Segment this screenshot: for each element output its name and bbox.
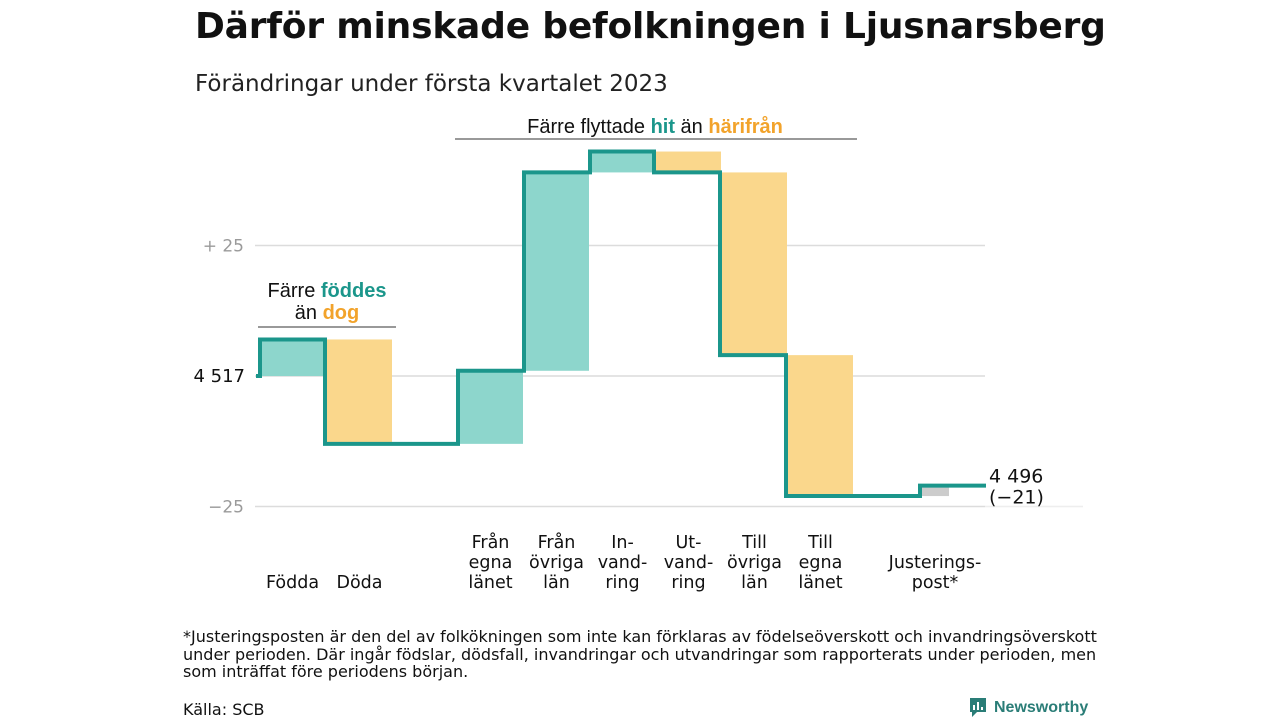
end-value-label: 4 496 (989, 466, 1043, 488)
waterfall-chart: + 25 −25 4 517 4 496(−21) Födda Döda Från egna l… (193, 115, 1083, 593)
y-tick-label: −25 (208, 498, 244, 518)
x-category-label-1: Födda (266, 573, 319, 593)
source-note: Källa: SCB (183, 700, 265, 719)
annotation-births-line-2: än dog (295, 302, 359, 324)
bar-6 (656, 151, 721, 173)
annotation-births-line-1: Färre föddes (268, 280, 387, 302)
newsworthy-logo[interactable]: Newsworthy (968, 697, 1088, 719)
newsworthy-logo-icon (970, 698, 986, 717)
y-tick-label: + 25 (203, 237, 244, 257)
baseline-value-label: 4 517 (193, 366, 245, 387)
annotation-moves-line-1: Färre flyttade hit än härifrån (527, 115, 783, 138)
footnote: *Justeringsposten är den del av folkökni… (183, 627, 1097, 681)
bar-8 (788, 355, 853, 497)
x-category-label-4: Från övriga län (529, 532, 584, 593)
bar-2 (327, 339, 392, 444)
end-change-label: (−21) (989, 487, 1044, 509)
bar-5 (590, 151, 655, 173)
x-category-label-9: Justerings-post* (888, 553, 982, 593)
bar-1 (260, 339, 325, 376)
bar-4 (524, 172, 589, 371)
newsworthy-logo-text: Newsworthy (994, 699, 1089, 716)
chart-subtitle: Förändringar under första kvartalet 2023 (195, 71, 668, 97)
bar-3 (458, 370, 523, 444)
bar-9 (920, 485, 949, 497)
x-category-label-7: Till övriga län (727, 533, 782, 593)
x-category-label-6: Ut-vand-ring (664, 533, 714, 593)
chart-title: Därför minskade befolkningen i Ljusnarsb… (195, 6, 1106, 47)
x-category-label-5: In-vand-ring (598, 533, 648, 593)
bar-7 (722, 172, 787, 356)
population-line (256, 149, 986, 499)
x-category-label-8: Till egna länet (798, 533, 842, 593)
x-category-label-2: Döda (336, 573, 382, 593)
x-category-label-3: Från egna länet (468, 532, 512, 593)
